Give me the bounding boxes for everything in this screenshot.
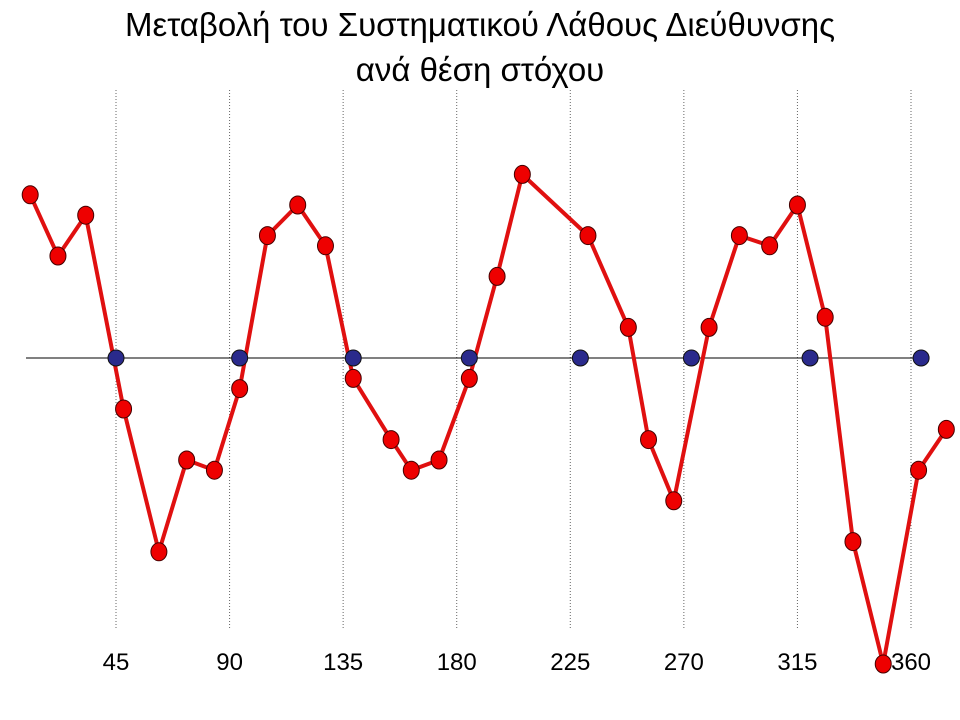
error-point-26 [816, 307, 834, 327]
x-tick-label-90: 90 [216, 649, 243, 676]
error-series-line [28, 172, 949, 666]
error-point-3 [115, 399, 133, 419]
error-point-25 [788, 195, 806, 215]
error-point-12 [382, 430, 400, 450]
zero-point-4 [571, 349, 589, 367]
error-point-14 [430, 450, 448, 470]
x-tick-label-180: 180 [437, 649, 477, 676]
zero-point-0 [107, 349, 125, 367]
error-point-30 [937, 419, 955, 439]
error-point-9 [289, 195, 307, 215]
error-point-19 [619, 317, 637, 337]
error-point-27 [844, 532, 862, 552]
error-point-5 [178, 450, 196, 470]
error-point-10 [316, 236, 334, 256]
error-point-24 [761, 236, 779, 256]
x-tick-label-315: 315 [777, 649, 817, 676]
error-point-13 [402, 460, 420, 480]
zero-point-6 [801, 349, 819, 367]
error-point-29 [910, 460, 928, 480]
chart-title: Μεταβολή του Συστηματικού Λάθους Διεύθυν… [0, 2, 960, 92]
x-tick-label-360: 360 [891, 649, 931, 676]
zero-point-5 [682, 349, 700, 367]
error-point-23 [730, 226, 748, 246]
error-point-2 [77, 205, 95, 225]
error-point-20 [640, 430, 658, 450]
error-point-4 [150, 542, 168, 562]
x-tick-label-270: 270 [664, 649, 704, 676]
error-point-18 [579, 226, 597, 246]
error-point-21 [665, 491, 683, 511]
zero-point-7 [912, 349, 930, 367]
error-point-7 [231, 379, 249, 399]
error-point-8 [258, 226, 276, 246]
error-point-22 [700, 317, 718, 337]
chart-title-line-1: Μεταβολή του Συστηματικού Λάθους Διεύθυν… [125, 6, 835, 43]
error-point-15 [460, 368, 478, 388]
error-point-16 [488, 266, 506, 286]
zero-point-1 [231, 349, 249, 367]
error-point-11 [344, 368, 362, 388]
x-tick-label-45: 45 [103, 649, 130, 676]
chart-title-line-2: ανά θέση στόχου [355, 51, 605, 88]
error-point-6 [205, 460, 223, 480]
x-tick-label-225: 225 [550, 649, 590, 676]
zero-point-3 [460, 349, 478, 367]
error-point-17 [513, 164, 531, 184]
error-point-28 [874, 654, 892, 674]
x-tick-label-135: 135 [323, 649, 363, 676]
error-point-1 [49, 246, 67, 266]
error-point-0 [21, 185, 39, 205]
zero-point-2 [344, 349, 362, 367]
